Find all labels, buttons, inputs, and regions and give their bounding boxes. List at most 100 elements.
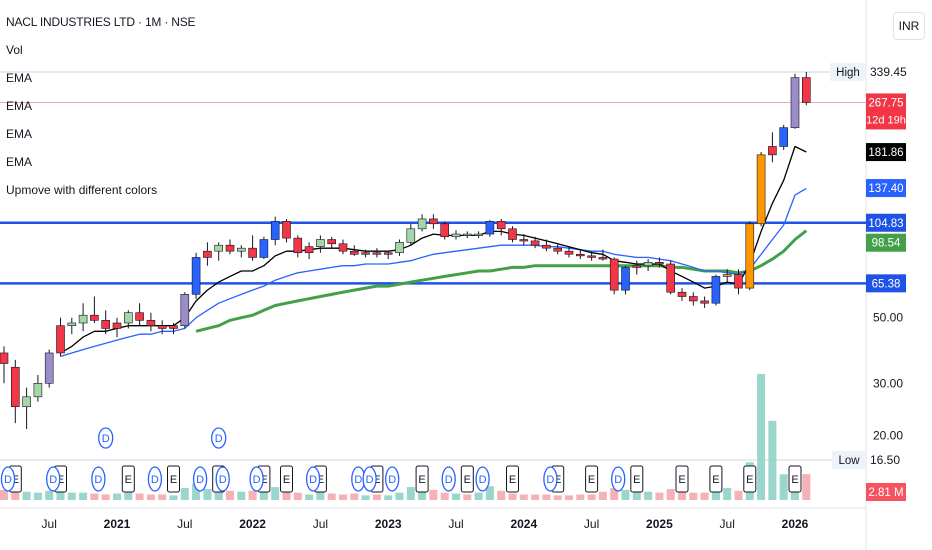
volume-badge-box <box>866 483 906 501</box>
ema-slow-badge: 98.54 <box>866 233 906 252</box>
volume-bar <box>282 491 291 500</box>
time-tick-label: 2021 <box>104 517 131 531</box>
candle-body <box>248 247 257 258</box>
volume-bar <box>45 490 54 500</box>
legend-ema-1[interactable]: EMA <box>6 71 33 85</box>
candle-body <box>90 314 99 321</box>
dividend-bubble: D <box>211 427 227 449</box>
candle <box>575 249 585 260</box>
candle-body <box>474 233 483 236</box>
volume-bar <box>678 491 686 500</box>
candle-body <box>349 250 359 255</box>
volume-bar <box>395 492 404 500</box>
candle <box>112 317 122 338</box>
earnings-marker-letter: E <box>633 474 640 486</box>
candle-body <box>587 255 596 258</box>
earnings-marker: E <box>460 465 474 493</box>
ema-fast-badge-box <box>866 143 906 162</box>
high-tag-box <box>830 63 866 81</box>
volume-bar <box>158 494 167 500</box>
legend-ema-3[interactable]: EMA <box>6 127 33 141</box>
candle <box>598 249 608 261</box>
candle <box>485 220 495 237</box>
volume-bar <box>124 492 133 500</box>
candle <box>429 214 438 229</box>
candle-body <box>440 223 450 238</box>
earnings-marker-box <box>506 465 519 493</box>
dividend-marker-shape <box>46 466 61 492</box>
candle <box>270 216 280 246</box>
low-tag-box <box>832 451 866 469</box>
volume-bar <box>361 495 370 500</box>
earnings-marker-letter: E <box>57 474 64 486</box>
dividend-bubble-letter: D <box>215 433 223 445</box>
dividend-marker: D <box>91 466 106 492</box>
legend-volume[interactable]: Vol <box>6 43 23 57</box>
candle-body <box>496 221 506 230</box>
earnings-marker: E <box>415 465 429 493</box>
level-lower-badge: 65.38 <box>866 274 906 293</box>
volume-bar <box>305 494 314 500</box>
low-tag-text: Low <box>838 455 860 467</box>
dividend-marker: D <box>305 466 321 492</box>
volume-bar <box>192 483 201 500</box>
candle <box>496 218 506 236</box>
candle <box>327 236 337 249</box>
candle-body <box>451 233 461 238</box>
candle <box>282 218 291 243</box>
earnings-marker-letter: E <box>170 474 177 486</box>
volume-bar <box>0 489 8 500</box>
volume-bar <box>598 491 607 500</box>
earnings-marker-box <box>460 465 474 493</box>
candle <box>779 124 789 150</box>
candle-body <box>112 322 122 329</box>
high-value-text: 339.45 <box>870 65 907 79</box>
candle-body <box>621 267 630 291</box>
legend-upmove-colors[interactable]: Upmove with different colors <box>6 183 158 197</box>
dividend-bubble-shape <box>98 427 114 449</box>
currency-button[interactable]: INR <box>893 12 925 40</box>
volume-bar <box>135 493 144 500</box>
dividend-marker-shape <box>215 466 230 492</box>
level-lower-badge-box <box>866 274 906 293</box>
earnings-marker: E <box>280 465 293 493</box>
earnings-marker-box <box>121 465 135 493</box>
dividend-marker-letter: D <box>388 474 396 486</box>
time-tick-label: 2024 <box>510 517 537 531</box>
time-tick-label: Jul <box>177 517 192 531</box>
candle <box>349 245 359 256</box>
candle <box>395 239 404 256</box>
volume-bar <box>271 487 280 500</box>
volume-bar <box>259 488 268 500</box>
candle <box>756 151 766 227</box>
candle-body <box>553 247 563 252</box>
earnings-marker-box <box>675 465 689 493</box>
candle <box>101 310 110 335</box>
close-badge-box <box>866 93 906 130</box>
dividend-marker: D <box>543 466 558 492</box>
candle <box>621 265 630 295</box>
earnings-marker: E <box>788 465 802 493</box>
candle-body <box>745 223 755 289</box>
candle <box>688 292 698 306</box>
candle <box>643 259 653 271</box>
dividend-marker-letter: D <box>445 474 453 486</box>
candle-body <box>225 244 235 252</box>
volume-bar <box>79 492 88 500</box>
time-tick-label: 2026 <box>782 517 809 531</box>
candle <box>293 235 303 258</box>
dividend-marker: D <box>441 466 456 492</box>
candle-body <box>677 291 687 297</box>
legend-ema-4[interactable]: EMA <box>6 155 33 169</box>
volume-bar <box>214 489 223 500</box>
earnings-marker-letter: E <box>678 474 685 486</box>
earnings-marker-letter: E <box>554 474 561 486</box>
candle <box>157 320 167 335</box>
candle <box>383 251 393 260</box>
legend-ema-2[interactable]: EMA <box>6 99 33 113</box>
candle-body <box>462 233 472 236</box>
earnings-marker-letter: E <box>509 474 516 486</box>
candle <box>519 234 529 246</box>
volume-bar <box>101 494 110 500</box>
